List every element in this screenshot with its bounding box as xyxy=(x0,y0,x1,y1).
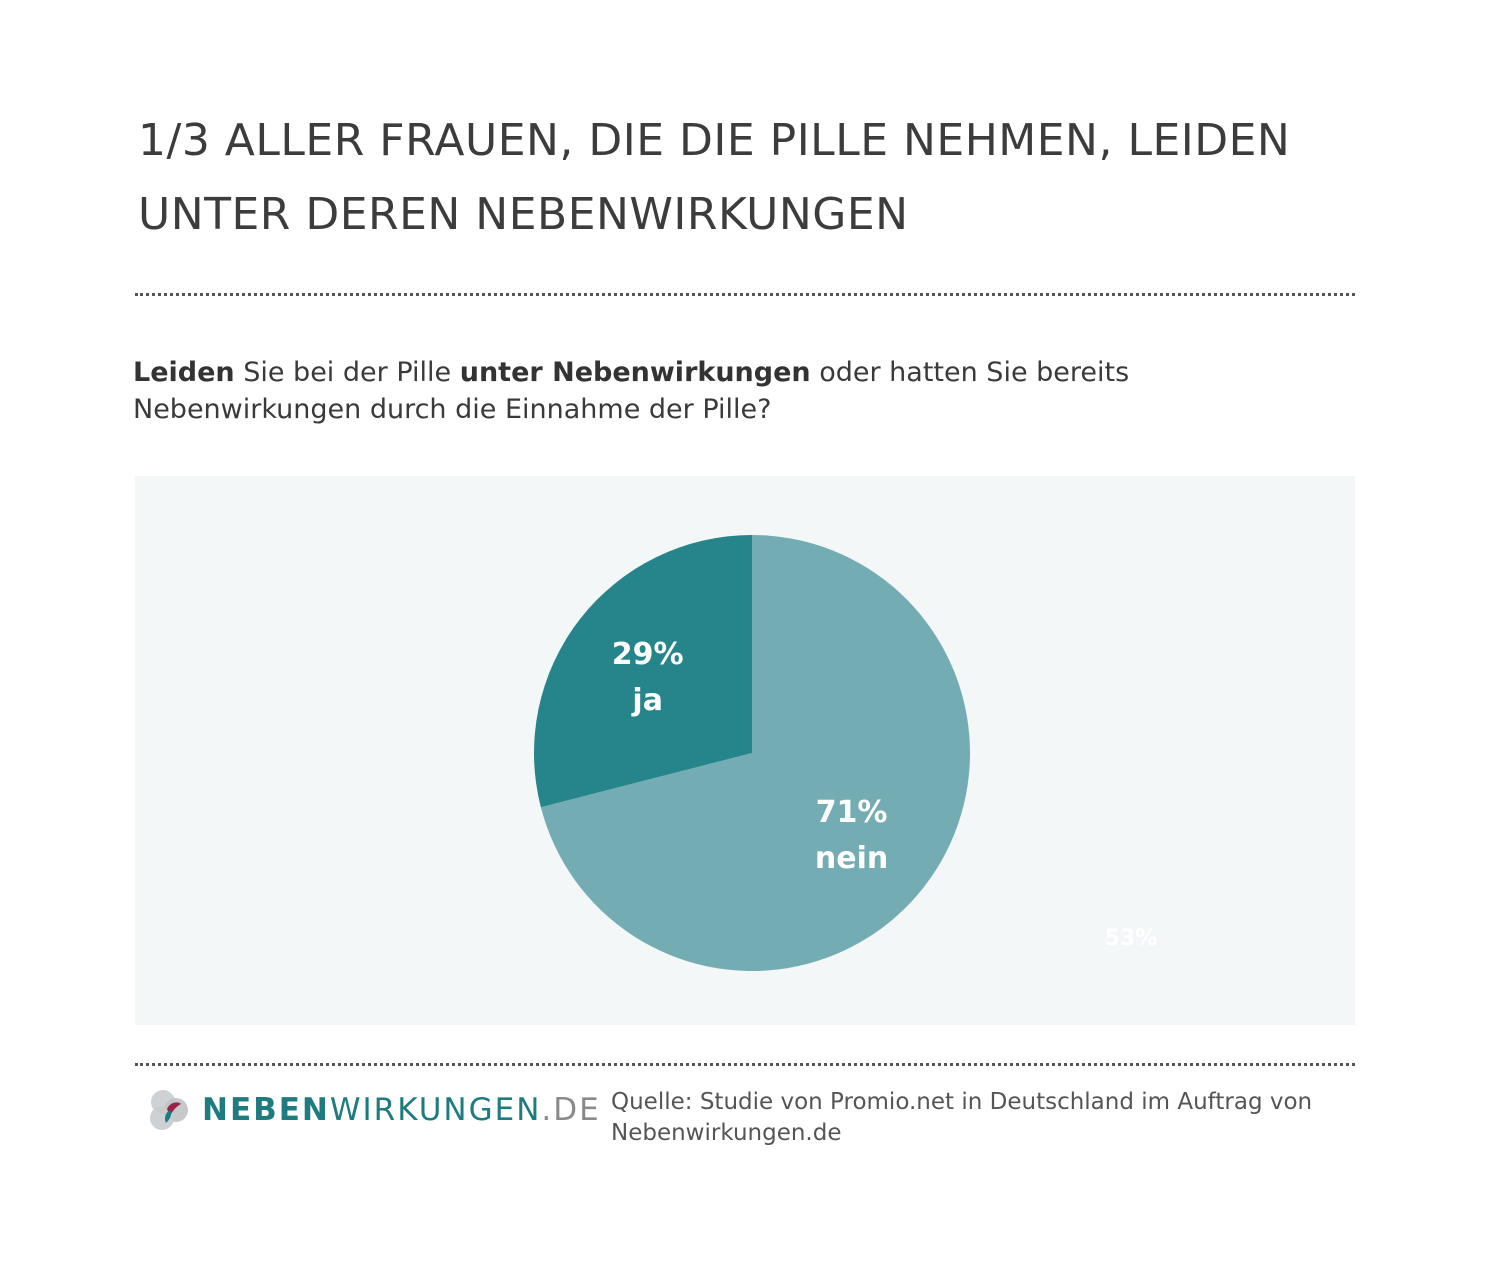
pie-chart: 29% ja 71% nein 53% xyxy=(534,535,1158,971)
source-citation: Quelle: Studie von Promio.net in Deutsch… xyxy=(611,1087,1351,1149)
logo-wordmark: NEBENWIRKUNGEN.DE xyxy=(202,1092,601,1128)
slice-ja-category-label: ja xyxy=(631,683,663,718)
stray-percentage-label: 53% xyxy=(1105,926,1158,951)
chart-panel: 29% ja 71% nein 53% xyxy=(135,476,1355,1025)
logo-text-tld: .DE xyxy=(541,1092,601,1128)
brand-logo: NEBENWIRKUNGEN.DE xyxy=(148,1085,601,1135)
slice-ja-value-label: 29% xyxy=(612,637,684,672)
logo-text-strong: NEBEN xyxy=(202,1092,330,1128)
source-line-1: Quelle: Studie von Promio.net in Deutsch… xyxy=(611,1089,1313,1115)
survey-question: Leiden Sie bei der Pille unter Nebenwirk… xyxy=(133,354,1313,428)
logo-text-light: WIRKUNGEN xyxy=(329,1092,542,1128)
headline: 1/3 ALLER FRAUEN, DIE DIE PILLE NEHMEN, … xyxy=(138,104,1358,252)
pie-slice-ja xyxy=(534,535,752,808)
logo-mark-icon xyxy=(150,1090,188,1130)
question-bold-1: Leiden xyxy=(133,357,235,388)
question-bold-2: unter Nebenwirkungen xyxy=(459,357,811,388)
top-divider xyxy=(135,293,1355,296)
headline-line-1: 1/3 ALLER FRAUEN, DIE DIE PILLE NEHMEN, … xyxy=(138,115,1291,166)
bottom-divider xyxy=(135,1063,1355,1066)
question-text-1: Sie bei der Pille xyxy=(234,357,460,388)
pie-slice-nein xyxy=(540,535,971,971)
source-line-2: Nebenwirkungen.de xyxy=(611,1120,842,1146)
slice-nein-value-label: 71% xyxy=(816,795,888,830)
headline-line-2: UNTER DEREN NEBENWIRKUNGEN xyxy=(138,189,909,240)
question-text-3: Nebenwirkungen durch die Einnahme der Pi… xyxy=(133,394,772,425)
question-text-2: oder hatten Sie bereits xyxy=(810,357,1130,388)
slice-nein-category-label: nein xyxy=(815,841,888,876)
